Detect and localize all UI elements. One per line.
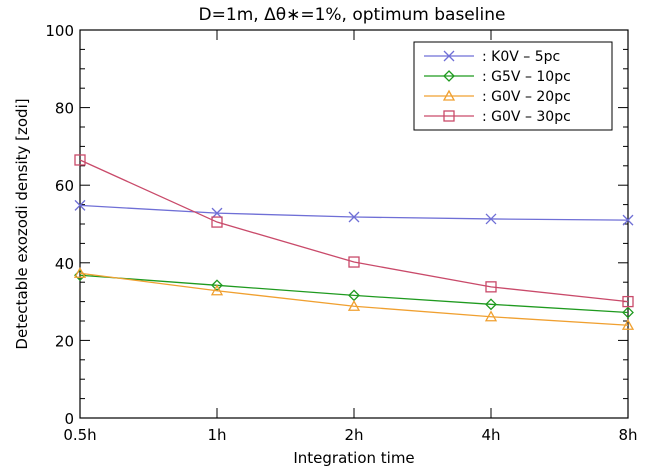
- y-tick-label: 40: [55, 255, 74, 273]
- y-tick-label: 0: [64, 410, 74, 428]
- x-tick-label: 8h: [618, 426, 637, 444]
- y-tick-label: 20: [55, 332, 74, 350]
- legend-entry: : G5V – 10pc: [424, 69, 571, 85]
- marker-square: [211, 216, 223, 228]
- marker-triangle: [210, 284, 224, 296]
- series-line: [79, 274, 629, 314]
- marker-square: [622, 295, 634, 308]
- x-tick-label: 1h: [207, 426, 226, 444]
- marker-x: [348, 211, 360, 223]
- legend-label: : G0V – 30pc: [482, 109, 571, 125]
- marker-diamond: [622, 306, 634, 319]
- marker-x: [622, 214, 634, 226]
- series-0: [74, 199, 634, 226]
- legend-entry: : K0V – 5pc: [424, 49, 560, 65]
- chart-title: D=1m, Δθ∗=1%, optimum baseline: [199, 5, 506, 25]
- marker-diamond: [443, 70, 455, 82]
- legend-label: : G5V – 10pc: [482, 69, 571, 85]
- y-tick-label: 100: [45, 22, 74, 40]
- y-tick-label: 60: [55, 177, 74, 195]
- x-tick-label: 2h: [344, 426, 363, 444]
- axis-ticks: 0 20 40 60 80 100 0.5h 1h 2h 4h 8h: [45, 22, 637, 444]
- legend-label: : K0V – 5pc: [482, 49, 560, 65]
- marker-square: [485, 281, 497, 293]
- series-line: [79, 159, 629, 303]
- series-line: [79, 272, 629, 326]
- legend-box: [413, 41, 613, 131]
- series-3: [74, 154, 634, 308]
- legend: : K0V – 5pc : G5V – 10pc : G0V – 20pc : G0V…: [413, 41, 613, 131]
- marker-x: [443, 50, 455, 62]
- marker-triangle: [347, 299, 361, 311]
- x-tick-label: 0.5h: [63, 426, 96, 444]
- marker-square: [443, 110, 455, 122]
- y-tick-label: 80: [55, 100, 74, 118]
- x-axis-label: Integration time: [293, 449, 414, 467]
- marker-triangle: [621, 318, 635, 330]
- series-layer: [73, 154, 635, 330]
- series-2: [73, 266, 635, 330]
- legend-entry: : G0V – 20pc: [424, 89, 571, 105]
- marker-x: [485, 213, 497, 225]
- marker-x: [74, 199, 86, 211]
- marker-triangle: [442, 89, 456, 101]
- legend-label: : G0V – 20pc: [482, 89, 571, 105]
- marker-triangle: [484, 310, 498, 322]
- marker-triangle: [73, 266, 87, 278]
- marker-square: [348, 256, 360, 268]
- marker-square: [74, 154, 86, 166]
- y-axis-label: Detectable exozodi density [zodi]: [13, 98, 31, 349]
- marker-diamond: [485, 298, 497, 311]
- x-tick-label: 4h: [481, 426, 500, 444]
- legend-entry: : G0V – 30pc: [424, 109, 571, 125]
